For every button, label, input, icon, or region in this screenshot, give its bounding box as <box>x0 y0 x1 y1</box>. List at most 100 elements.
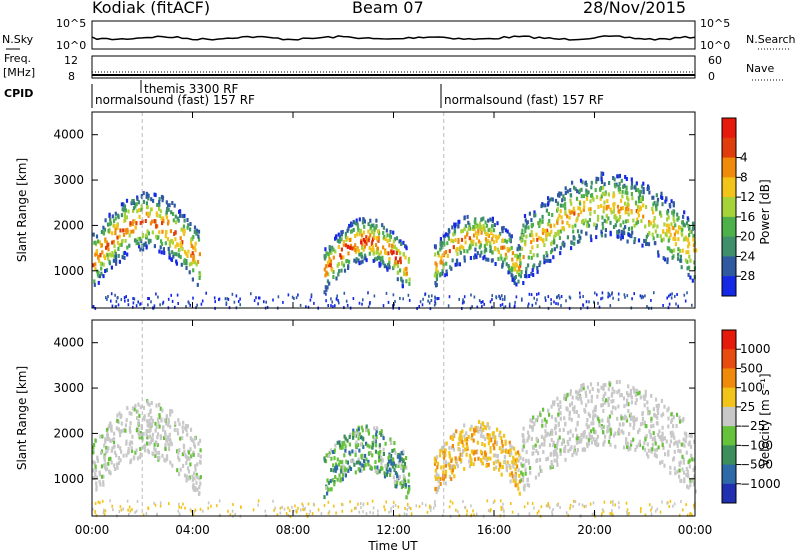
scatter-cell <box>525 266 528 271</box>
scatter-cell <box>610 399 613 404</box>
scatter-cell <box>331 245 334 250</box>
scatter-cell <box>132 229 135 234</box>
scatter-cell <box>592 409 595 414</box>
scatter-cell <box>168 250 171 255</box>
scatter-cell <box>560 441 564 446</box>
scatter-cell <box>328 257 331 262</box>
scatter-cell <box>617 229 621 234</box>
scatter-cell <box>641 421 644 426</box>
scatter-cell <box>391 464 394 469</box>
scatter-cell <box>585 403 588 408</box>
scatter-cell <box>345 467 348 472</box>
scatter-cell <box>137 431 140 436</box>
scatter-cell <box>382 225 385 230</box>
scatter-cell <box>516 257 519 262</box>
scatter-cell <box>584 181 587 186</box>
scatter-cell <box>302 504 304 508</box>
scatter-cell <box>142 513 145 517</box>
scatter-cell <box>349 467 353 471</box>
scatter-cell <box>668 302 671 306</box>
scatter-cell <box>155 292 157 296</box>
scatter-cell <box>479 221 482 226</box>
scatter-cell <box>185 428 188 432</box>
scatter-cell <box>127 298 129 302</box>
scatter-cell <box>645 434 648 439</box>
scatter-cell <box>621 194 624 199</box>
scatter-cell <box>133 218 136 223</box>
scatter-cell <box>638 189 641 194</box>
scatter-cell <box>669 232 672 237</box>
scatter-cell <box>148 402 151 407</box>
scatter-cell <box>345 259 348 264</box>
scatter-cell <box>597 301 599 305</box>
scatter-cell <box>636 220 640 225</box>
scatter-cell <box>532 415 535 420</box>
scatter-cell <box>361 428 364 433</box>
scatter-cell <box>352 297 355 300</box>
scatter-cell <box>185 261 188 266</box>
scatter-cell <box>434 261 437 266</box>
scatter-cell <box>624 295 626 299</box>
scatter-cell <box>680 231 683 236</box>
scatter-cell <box>168 447 171 451</box>
scatter-cell <box>186 466 190 471</box>
scatter-cell <box>583 430 586 434</box>
velocity-data-cells <box>92 320 697 518</box>
scatter-cell <box>666 296 668 300</box>
scatter-cell <box>639 294 642 298</box>
scatter-cell <box>131 199 134 204</box>
scatter-cell <box>177 450 180 455</box>
nave-tick-bottom: 0 <box>708 70 715 83</box>
scatter-cell <box>452 245 455 250</box>
scatter-cell <box>148 424 151 429</box>
scatter-cell <box>603 400 607 405</box>
scatter-cell <box>507 270 510 275</box>
scatter-cell <box>556 207 559 212</box>
scatter-cell <box>191 277 194 282</box>
scatter-cell <box>576 436 579 441</box>
scatter-cell <box>578 234 581 239</box>
scatter-cell <box>627 207 630 212</box>
scatter-cell <box>605 213 608 218</box>
scatter-cell <box>170 293 172 297</box>
scatter-cell <box>397 248 400 253</box>
scatter-cell <box>687 460 690 465</box>
scatter-cell <box>603 192 606 197</box>
colorbar-swatch <box>722 387 736 408</box>
scatter-cell <box>394 463 397 468</box>
scatter-cell <box>333 480 336 484</box>
scatter-cell <box>543 243 546 248</box>
scatter-cell <box>527 304 529 308</box>
scatter-cell <box>447 304 450 308</box>
scatter-cell <box>346 303 349 307</box>
scatter-cell <box>253 299 256 303</box>
scatter-cell <box>335 297 338 301</box>
scatter-cell <box>362 510 364 514</box>
scatter-cell <box>167 423 170 428</box>
scatter-cell <box>481 226 484 231</box>
scatter-cell <box>130 201 133 206</box>
scatter-cell <box>558 193 561 198</box>
scatter-cell <box>389 468 392 473</box>
colorbar-tick-label: 12 <box>740 190 755 204</box>
scatter-cell <box>481 461 484 466</box>
scatter-cell <box>399 481 402 486</box>
scatter-cell <box>495 238 498 243</box>
scatter-cell <box>461 228 464 233</box>
scatter-cell <box>489 300 492 304</box>
scatter-cell <box>594 291 596 295</box>
scatter-cell <box>530 436 533 441</box>
scatter-cell <box>545 457 548 462</box>
scatter-cell <box>346 228 349 233</box>
scatter-cell <box>371 453 374 458</box>
scatter-cell <box>623 445 626 450</box>
scatter-cell <box>439 449 442 453</box>
scatter-cell <box>538 263 541 267</box>
scatter-cell <box>147 211 150 216</box>
scatter-cell <box>631 230 634 235</box>
scatter-cell <box>575 410 578 414</box>
scatter-cell <box>549 258 552 263</box>
scatter-cell <box>484 220 487 225</box>
scatter-cell <box>108 261 111 266</box>
scatter-cell <box>578 239 581 244</box>
